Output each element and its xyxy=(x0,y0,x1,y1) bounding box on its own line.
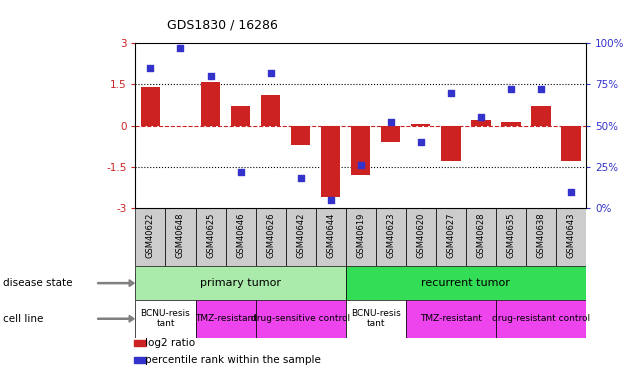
Text: GSM40626: GSM40626 xyxy=(266,213,275,258)
Bar xyxy=(195,300,256,338)
Text: GDS1830 / 16286: GDS1830 / 16286 xyxy=(167,19,278,32)
Bar xyxy=(531,106,551,126)
Bar xyxy=(411,124,430,126)
Bar xyxy=(346,300,406,338)
Point xyxy=(146,65,156,71)
Text: GSM40635: GSM40635 xyxy=(507,213,515,258)
Bar xyxy=(201,82,220,126)
Text: GSM40648: GSM40648 xyxy=(176,213,185,258)
Text: cell line: cell line xyxy=(3,314,43,324)
Point xyxy=(536,86,546,92)
Text: TMZ-resistant: TMZ-resistant xyxy=(195,314,256,323)
Bar xyxy=(381,126,401,142)
Point xyxy=(386,119,396,125)
Bar xyxy=(351,126,370,175)
Text: GSM40627: GSM40627 xyxy=(446,213,455,258)
Bar xyxy=(291,126,311,145)
Text: disease state: disease state xyxy=(3,278,72,288)
Bar xyxy=(135,300,195,338)
Text: GSM40643: GSM40643 xyxy=(566,213,575,258)
Text: log2 ratio: log2 ratio xyxy=(145,338,195,348)
Text: GSM40622: GSM40622 xyxy=(146,213,155,258)
Text: GSM40623: GSM40623 xyxy=(386,213,395,258)
Point xyxy=(476,114,486,120)
Text: GSM40642: GSM40642 xyxy=(296,213,305,258)
Bar xyxy=(135,208,166,266)
Bar xyxy=(346,266,586,300)
Bar xyxy=(526,208,556,266)
Bar xyxy=(226,208,256,266)
Bar xyxy=(471,120,491,126)
Bar xyxy=(135,266,346,300)
Text: BCNU-resis
tant: BCNU-resis tant xyxy=(351,309,401,328)
Point xyxy=(566,189,576,195)
Bar xyxy=(466,208,496,266)
Bar xyxy=(346,208,375,266)
Text: drug-sensitive control: drug-sensitive control xyxy=(251,314,350,323)
Point xyxy=(326,197,336,203)
Text: GSM40619: GSM40619 xyxy=(356,213,365,258)
Bar xyxy=(261,95,280,126)
Text: GSM40625: GSM40625 xyxy=(206,213,215,258)
Bar xyxy=(406,300,496,338)
Bar xyxy=(556,208,586,266)
Text: GSM40638: GSM40638 xyxy=(536,213,546,258)
Bar xyxy=(166,208,195,266)
Bar xyxy=(316,208,346,266)
Bar xyxy=(195,208,226,266)
Text: GSM40620: GSM40620 xyxy=(416,213,425,258)
Text: primary tumor: primary tumor xyxy=(200,278,281,288)
Bar xyxy=(496,208,526,266)
Text: percentile rank within the sample: percentile rank within the sample xyxy=(145,355,321,365)
Point xyxy=(506,86,516,92)
Point xyxy=(416,139,426,145)
Text: GSM40646: GSM40646 xyxy=(236,213,245,258)
Bar xyxy=(231,106,250,126)
Point xyxy=(266,70,276,76)
Point xyxy=(205,73,215,79)
Bar xyxy=(406,208,436,266)
Bar xyxy=(256,300,346,338)
Bar xyxy=(441,126,461,161)
Point xyxy=(295,176,306,181)
Bar xyxy=(285,208,316,266)
Text: recurrent tumor: recurrent tumor xyxy=(421,278,510,288)
Point xyxy=(175,45,185,51)
Bar xyxy=(436,208,466,266)
Bar xyxy=(256,208,285,266)
Text: BCNU-resis
tant: BCNU-resis tant xyxy=(140,309,190,328)
Text: GSM40644: GSM40644 xyxy=(326,213,335,258)
Point xyxy=(236,169,246,175)
Bar xyxy=(501,122,520,126)
Text: TMZ-resistant: TMZ-resistant xyxy=(420,314,482,323)
Text: GSM40628: GSM40628 xyxy=(476,213,485,258)
Bar xyxy=(496,300,586,338)
Text: drug-resistant control: drug-resistant control xyxy=(492,314,590,323)
Bar xyxy=(140,87,160,126)
Point xyxy=(355,162,365,168)
Bar xyxy=(561,126,581,161)
Bar xyxy=(375,208,406,266)
Bar xyxy=(321,126,340,197)
Point xyxy=(445,90,455,96)
